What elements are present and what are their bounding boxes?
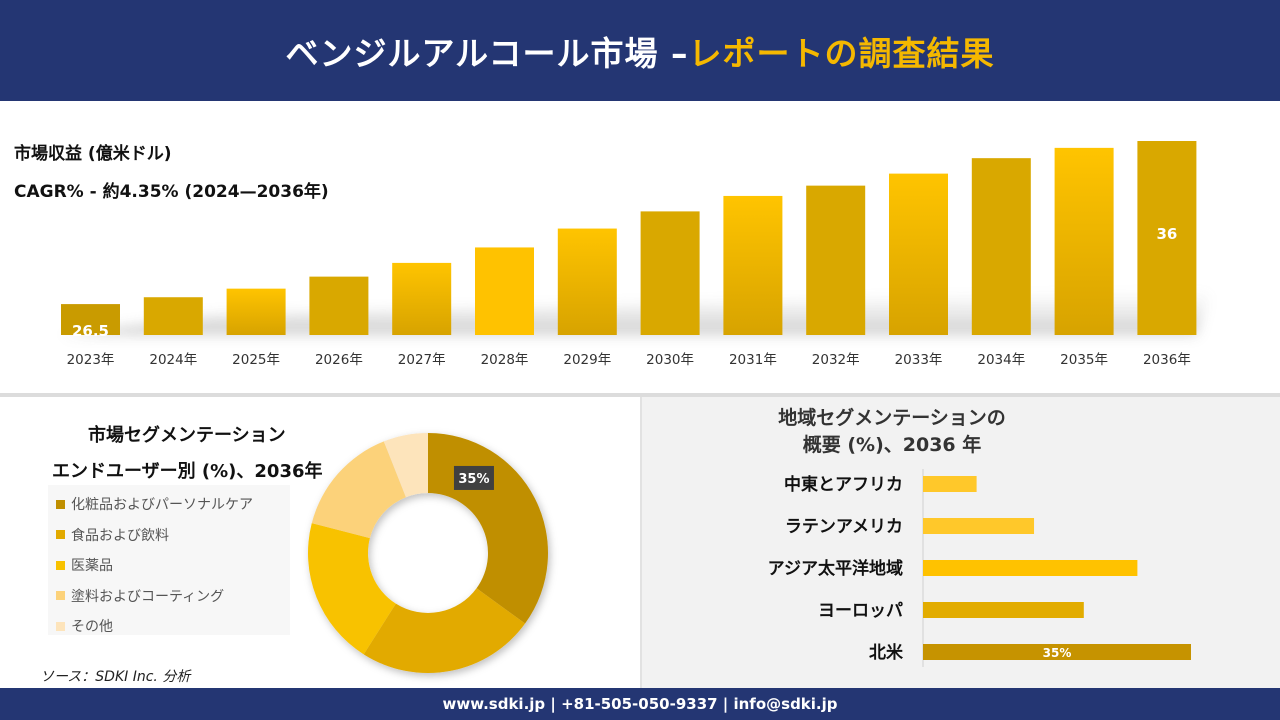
revenue-bar xyxy=(889,173,948,335)
legend-item: 食品および飲料 xyxy=(56,520,282,551)
revenue-bar xyxy=(971,158,1031,335)
regional-title-line1: 地域セグメンテーションの xyxy=(778,407,1006,429)
revenue-year-tick: 2030年 xyxy=(646,352,694,368)
revenue-year-tick: 2034年 xyxy=(977,352,1025,368)
regional-title-line2: 概要 (%)、2036 年 xyxy=(802,434,982,456)
revenue-bar xyxy=(806,185,866,335)
revenue-bar xyxy=(475,247,534,335)
regional-category-label: アジア太平洋地域 xyxy=(768,558,903,579)
legend-swatch xyxy=(56,560,65,570)
revenue-year-tick: 2029年 xyxy=(563,352,611,368)
regional-category-label: ラテンアメリカ xyxy=(785,517,903,537)
revenue-bar xyxy=(61,304,120,335)
revenue-bar-chart: 26.5 2023年 2024年 2025年 2026年 2027年 2028年 2029年 2… xyxy=(61,141,1211,368)
revenue-year-tick: 2028年 xyxy=(481,352,529,368)
revenue-bar xyxy=(1137,141,1197,335)
revenue-year-tick: 2026年 xyxy=(315,352,363,368)
header-banner: ベンジルアルコール市場 –レポートの調査結果 xyxy=(0,0,1280,101)
donut-slice xyxy=(383,433,428,498)
revenue-data-label: 36 xyxy=(1156,225,1177,243)
regional-segment-panel: 地域セグメンテーションの 概要 (%)、2036 年 中東とアフリカ ラテンアメリ… xyxy=(642,397,1280,688)
regional-bar xyxy=(923,518,1035,534)
regional-category-label: 中東とアフリカ xyxy=(784,474,903,495)
segment-title-line2: エンドユーザー別 (%)、2036年 xyxy=(52,461,323,482)
legend-item: 医薬品 xyxy=(56,550,282,581)
source-note: ソース：SDKI Inc. 分析 xyxy=(40,669,191,685)
legend-swatch xyxy=(56,499,65,509)
legend-swatch xyxy=(56,530,65,540)
legend-label: その他 xyxy=(71,619,113,636)
donut-slice xyxy=(308,523,396,655)
section-divider xyxy=(0,393,1280,397)
revenue-bar xyxy=(557,228,617,335)
title-accent: レポートの調査結果 xyxy=(688,33,995,73)
regional-bar xyxy=(923,476,977,492)
revenue-year-tick: 2031年 xyxy=(729,352,777,368)
regional-bar xyxy=(923,644,1191,660)
cagr-label: CAGR% - 約4.35% (2024—2036年) xyxy=(14,182,329,202)
page-title: ベンジルアルコール市場 –レポートの調査結果 xyxy=(286,27,995,75)
revenue-bar xyxy=(143,297,203,335)
revenue-year-tick: 2036年 xyxy=(1143,352,1191,368)
enduser-segment-panel: 市場セグメンテーション エンドユーザー別 (%)、2036年 化粧品およびパーソ… xyxy=(0,397,640,688)
regional-category-label: 北米 xyxy=(869,642,904,663)
revenue-year-tick: 2027年 xyxy=(398,352,446,368)
legend-item: 塗料およびコーティング xyxy=(56,581,282,612)
revenue-bar xyxy=(640,211,700,335)
legend-swatch xyxy=(56,591,65,601)
footer-contact: www.sdki.jp | +81-505-050-9337 | info@sd… xyxy=(0,688,1280,720)
revenue-chart-panel: 26.5 2023年 2024年 2025年 2026年 2027年 2028年 2029年 2… xyxy=(0,101,1280,393)
revenue-bar xyxy=(309,276,369,335)
panel-divider xyxy=(640,397,642,688)
legend-swatch xyxy=(56,621,65,631)
segment-title-line1: 市場セグメンテーション xyxy=(88,425,286,446)
title-main: ベンジルアルコール市場 – xyxy=(285,33,689,73)
revenue-year-tick: 2024年 xyxy=(149,352,197,368)
donut-legend: 化粧品およびパーソナルケア 食品および飲料 医薬品塗料およびコーティング その他 xyxy=(48,485,290,635)
enduser-donut-chart: 35% xyxy=(308,433,548,673)
revenue-year-tick: 2033年 xyxy=(895,352,943,368)
donut-slice xyxy=(311,441,406,539)
revenue-bar xyxy=(392,262,452,335)
legend-item: その他 xyxy=(56,611,282,642)
legend-label: 塗料およびコーティング xyxy=(71,588,225,605)
donut-slice xyxy=(428,433,548,624)
regional-bar xyxy=(923,560,1138,576)
revenue-year-tick: 2035年 xyxy=(1060,352,1108,368)
donut-label-box xyxy=(453,465,494,490)
revenue-year-tick: 2032年 xyxy=(812,352,860,368)
legend-label: 食品および飲料 xyxy=(71,527,169,544)
donut-data-label: 35% xyxy=(458,472,489,487)
revenue-bar xyxy=(1054,147,1114,335)
revenue-data-label: 26.5 xyxy=(72,322,109,340)
revenue-bar xyxy=(226,288,286,335)
legend-item: 化粧品およびパーソナルケア xyxy=(56,489,282,520)
revenue-bar xyxy=(723,195,783,335)
legend-label: 化粧品およびパーソナルケア xyxy=(71,497,253,514)
regional-category-label: ヨーロッパ xyxy=(818,601,903,621)
donut-slice xyxy=(363,588,526,673)
legend-label: 医薬品 xyxy=(71,558,113,575)
regional-title: 地域セグメンテーションの 概要 (%)、2036 年 xyxy=(642,405,1142,459)
regional-bar xyxy=(923,602,1084,618)
regional-data-label: 35% xyxy=(1043,646,1072,660)
revenue-label: 市場収益 (億米ドル) xyxy=(14,144,172,164)
revenue-year-tick: 2023年 xyxy=(67,352,115,368)
revenue-year-tick: 2025年 xyxy=(232,352,280,368)
